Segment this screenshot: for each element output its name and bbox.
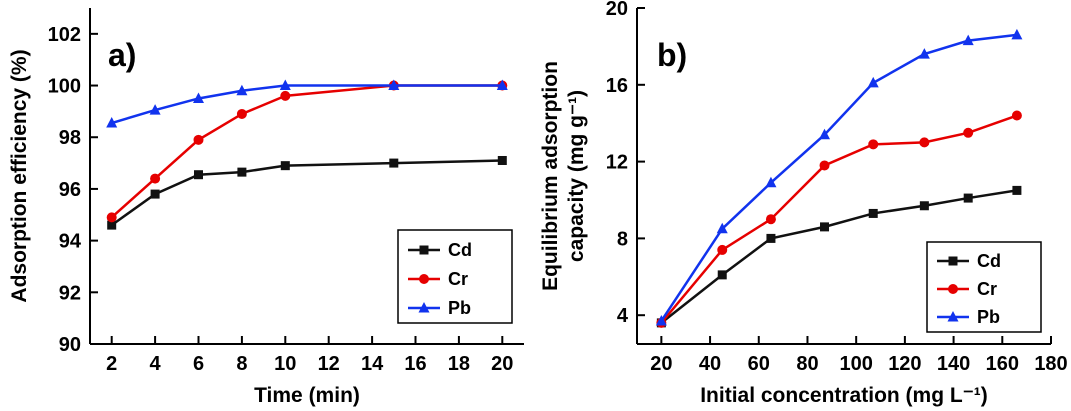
legend-marker-Cr: [419, 274, 429, 284]
legend-marker-Cd: [419, 245, 429, 255]
y-tick-label: 20: [606, 0, 628, 20]
series-marker-Pb: [193, 92, 204, 103]
legend-marker-Cr: [948, 284, 958, 294]
series-marker-Cd: [497, 155, 507, 165]
series-marker-Cd: [280, 161, 290, 171]
y-axis-title: Equilibrium adsorption: [539, 61, 562, 291]
x-tick-label: 40: [699, 353, 721, 375]
series-marker-Cd: [820, 222, 830, 232]
series-marker-Cr: [280, 90, 291, 101]
x-tick-label: 4: [150, 353, 162, 375]
legend-label-Pb: Pb: [448, 298, 471, 318]
x-tick-label: 180: [1034, 353, 1067, 375]
series-marker-Pb: [765, 176, 777, 188]
y-tick-label: 12: [606, 152, 628, 174]
series-marker-Pb: [388, 79, 400, 91]
series-marker-Pb: [716, 222, 728, 234]
series-line-Cd: [660, 189, 1018, 324]
series-marker-Pb: [279, 79, 291, 91]
series-marker-Cr: [193, 134, 204, 145]
series-marker-Cd: [107, 220, 117, 230]
series-marker-Pb: [149, 104, 161, 115]
series-line-Cd: [110, 159, 503, 227]
series-marker-Pb: [918, 48, 930, 59]
x-tick-label: 16: [404, 353, 426, 375]
legend-label-Cr: Cr: [977, 279, 997, 299]
series-marker-Cd: [868, 208, 878, 218]
series-marker-Cd: [766, 233, 776, 243]
x-axis-title: Initial concentration (mg L⁻¹): [700, 384, 988, 407]
panel-label: b): [657, 37, 687, 73]
x-tick-label: 18: [448, 353, 470, 375]
y-axis-title: Adsorption efficiency (%): [8, 49, 31, 302]
series-line-Pb: [111, 84, 503, 125]
y-tick-label: 4: [617, 305, 629, 327]
legend-label-Cd: Cd: [448, 240, 472, 260]
series-marker-Cr: [1011, 110, 1022, 121]
series-marker-Pb: [962, 34, 974, 46]
y-tick-label: 98: [59, 127, 81, 149]
y-tick-label: 8: [617, 228, 628, 250]
series-marker-Cd: [717, 270, 727, 280]
legend-marker-Cd: [948, 256, 958, 266]
panel-label: a): [108, 37, 136, 73]
y-tick-label: 94: [59, 231, 82, 253]
y-tick-label: 100: [48, 76, 81, 98]
x-tick-label: 60: [748, 353, 770, 375]
series-marker-Cr: [106, 212, 117, 223]
x-tick-label: 20: [491, 353, 513, 375]
x-tick-label: 160: [986, 353, 1019, 375]
series-marker-Cr: [963, 127, 974, 138]
chart-panel-a: 2 4 6 8 10 12 14 16 18 20 90 92 94 96 98 100 102 Time (mi…: [8, 8, 524, 407]
x-tick-label: 8: [236, 353, 247, 375]
y-tick-label: 16: [606, 75, 628, 97]
series-marker-Cd: [237, 167, 247, 177]
series-marker-Pb: [867, 76, 879, 88]
y-tick-label: 96: [59, 179, 81, 201]
series-marker-Pb: [1011, 28, 1023, 40]
series-marker-Pb: [106, 117, 118, 128]
series-marker-Cd: [919, 201, 929, 211]
series-marker-Cr: [765, 214, 776, 225]
legend-marker-Pb: [947, 311, 959, 322]
series-marker-Cr: [150, 173, 161, 184]
y-tick-label: 92: [59, 282, 81, 304]
series-line-Pb: [660, 33, 1018, 322]
series-marker-Cd: [150, 189, 160, 199]
x-tick-label: 12: [318, 353, 340, 375]
legend-label-Cr: Cr: [448, 269, 468, 289]
series-marker-Cr: [919, 137, 930, 148]
series-marker-Cd: [1012, 185, 1022, 195]
series-marker-Cd: [963, 193, 973, 203]
x-tick-label: 20: [650, 353, 672, 375]
series-marker-Cr: [236, 108, 247, 119]
series-marker-Pb: [236, 84, 248, 96]
x-tick-label: 140: [937, 353, 970, 375]
series-marker-Cr: [717, 244, 728, 255]
series-line-Cr: [660, 114, 1018, 324]
x-tick-label: 6: [193, 353, 204, 375]
series-marker-Cr: [868, 139, 879, 150]
series-marker-Cd: [194, 170, 203, 180]
x-tick-label: 80: [796, 353, 818, 375]
x-tick-label: 120: [888, 353, 921, 375]
legend-marker-Pb: [418, 302, 430, 313]
x-tick-label: 14: [361, 353, 384, 375]
series-marker-Pb: [496, 79, 508, 91]
series-marker-Pb: [655, 314, 667, 326]
x-tick-label: 10: [274, 353, 296, 375]
y-tick-label: 102: [48, 24, 81, 46]
x-tick-label: 100: [839, 353, 872, 375]
x-tick-label: 2: [106, 353, 117, 375]
legend-label-Pb: Pb: [977, 307, 1000, 327]
legend-label-Cd: Cd: [977, 251, 1001, 271]
series-marker-Pb: [819, 128, 831, 140]
y-tick-label: 90: [59, 334, 81, 356]
series-marker-Cd: [389, 158, 399, 168]
chart-panel-b: 20 40 60 80 100 120 140 160 180 4 8 12 16 20 Initial c…: [539, 0, 1068, 407]
series-marker-Cr: [819, 160, 830, 171]
y-axis-title: capacity (mg g⁻¹): [565, 90, 588, 262]
x-axis-title: Time (min): [254, 384, 360, 407]
